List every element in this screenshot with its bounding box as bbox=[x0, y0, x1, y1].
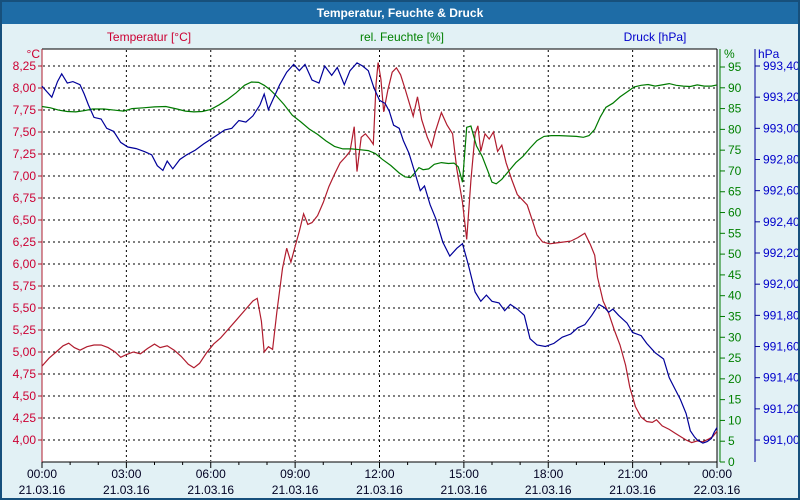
pressure-tick-label: 993,20 bbox=[763, 90, 800, 104]
humidity-tick-label: 5 bbox=[728, 434, 735, 448]
humidity-tick-label: 85 bbox=[728, 102, 742, 116]
time-tick-label: 21:00 bbox=[618, 467, 648, 481]
date-tick-label: 21.03.16 bbox=[187, 483, 234, 497]
temperature-tick-label: 7,25 bbox=[13, 147, 37, 161]
humidity-tick-label: 80 bbox=[728, 122, 742, 136]
pressure-tick-label: 993,40 bbox=[763, 59, 800, 73]
humidity-tick-label: 95 bbox=[728, 60, 742, 74]
pressure-tick-label: 993,00 bbox=[763, 121, 800, 135]
humidity-tick-label: 60 bbox=[728, 206, 742, 220]
time-tick-label: 06:00 bbox=[196, 467, 226, 481]
humidity-axis-title: rel. Feuchte [%] bbox=[359, 30, 445, 44]
vertical-gridlines bbox=[125, 50, 634, 461]
humidity-tick-label: 55 bbox=[728, 226, 742, 240]
series-temperature bbox=[41, 62, 718, 444]
humidity-tick-label: 65 bbox=[728, 185, 742, 199]
pressure-tick-label: 992,60 bbox=[763, 184, 800, 198]
time-tick-label: 12:00 bbox=[364, 467, 394, 481]
humidity-tick-label: 15 bbox=[728, 393, 742, 407]
date-tick-label: 21.03.16 bbox=[103, 483, 150, 497]
date-tick-label: 22.03.16 bbox=[694, 483, 741, 497]
window-title: Temperatur, Feuchte & Druck bbox=[316, 6, 484, 20]
temperature-tick-label: 5,00 bbox=[13, 345, 37, 359]
humidity-tick-label: 40 bbox=[728, 289, 742, 303]
temperature-tick-label: 5,50 bbox=[13, 301, 37, 315]
pressure-axis-title: Druck [hPa] bbox=[623, 30, 687, 44]
date-tick-label: 21.03.16 bbox=[19, 483, 66, 497]
pressure-tick-label: 991,20 bbox=[763, 402, 800, 416]
time-tick-label: 15:00 bbox=[449, 467, 479, 481]
title-bar: Temperatur, Feuchte & Druck bbox=[2, 2, 798, 24]
pressure-tick-label: 991,60 bbox=[763, 340, 800, 354]
pressure-tick-label: 992,40 bbox=[763, 215, 800, 229]
humidity-tick-label: 30 bbox=[728, 330, 742, 344]
temperature-tick-label: 6,25 bbox=[13, 235, 37, 249]
date-tick-label: 21.03.16 bbox=[525, 483, 572, 497]
pressure-tick-label: 991,40 bbox=[763, 371, 800, 385]
series-humidity bbox=[41, 81, 718, 185]
pressure-unit-label: hPa bbox=[758, 47, 780, 61]
humidity-tick-label: 20 bbox=[728, 372, 742, 386]
temperature-tick-label: 6,00 bbox=[13, 257, 37, 271]
date-tick-label: 21.03.16 bbox=[609, 483, 656, 497]
temperature-tick-label: 6,50 bbox=[13, 213, 37, 227]
series-pressure bbox=[41, 62, 718, 444]
temperature-tick-label: 4,00 bbox=[13, 433, 37, 447]
humidity-tick-label: 45 bbox=[728, 268, 742, 282]
date-tick-label: 21.03.16 bbox=[356, 483, 403, 497]
temperature-tick-label: 4,75 bbox=[13, 367, 37, 381]
date-tick-label: 21.03.16 bbox=[272, 483, 319, 497]
temperature-tick-label: 7,00 bbox=[13, 169, 37, 183]
time-tick-label: 03:00 bbox=[111, 467, 141, 481]
temperature-tick-label: 5,25 bbox=[13, 323, 37, 337]
pressure-tick-label: 992,80 bbox=[763, 152, 800, 166]
pressure-tick-label: 991,00 bbox=[763, 433, 800, 447]
pressure-tick-label: 992,00 bbox=[763, 277, 800, 291]
pressure-axis: 993,40 993,20 993,00 992,80 992,60 992,40 992,… bbox=[754, 49, 800, 462]
temperature-tick-label: 4,25 bbox=[13, 411, 37, 425]
humidity-tick-label: 35 bbox=[728, 309, 742, 323]
date-tick-label: 21.03.16 bbox=[441, 483, 488, 497]
temperature-axis-title: Temperatur [°C] bbox=[106, 30, 192, 44]
temperature-unit-label: °C bbox=[26, 47, 40, 61]
pressure-tick-label: 992,20 bbox=[763, 246, 800, 260]
time-tick-label: 00:00 bbox=[702, 467, 732, 481]
humidity-tick-label: 90 bbox=[728, 81, 742, 95]
temperature-tick-label: 6,75 bbox=[13, 191, 37, 205]
humidity-tick-label: 0 bbox=[728, 455, 735, 469]
temperature-tick-label: 7,50 bbox=[13, 125, 37, 139]
humidity-tick-label: 70 bbox=[728, 164, 742, 178]
humidity-tick-label: 75 bbox=[728, 143, 742, 157]
temperature-tick-label: 8,00 bbox=[13, 81, 37, 95]
humidity-tick-label: 50 bbox=[728, 247, 742, 261]
temperature-tick-label: 7,75 bbox=[13, 103, 37, 117]
temperature-tick-label: 5,75 bbox=[13, 279, 37, 293]
temperature-tick-label: 4,50 bbox=[13, 389, 37, 403]
temperature-axis: 8,25 8,00 7,75 7,50 7,25 7,00 6,75 6,50 6,25 6,00… bbox=[13, 59, 42, 447]
time-axis: 00:00 21.03.16 03:00 21.03.16 06:00 21.03.16 0… bbox=[19, 462, 741, 497]
humidity-tick-label: 25 bbox=[728, 351, 742, 365]
humidity-unit-label: % bbox=[724, 47, 735, 61]
time-tick-label: 00:00 bbox=[27, 467, 57, 481]
time-tick-label: 18:00 bbox=[533, 467, 563, 481]
pressure-tick-label: 991,80 bbox=[763, 308, 800, 322]
time-tick-label: 09:00 bbox=[280, 467, 310, 481]
humidity-tick-label: 10 bbox=[728, 413, 742, 427]
temperature-tick-label: 8,25 bbox=[13, 59, 37, 73]
